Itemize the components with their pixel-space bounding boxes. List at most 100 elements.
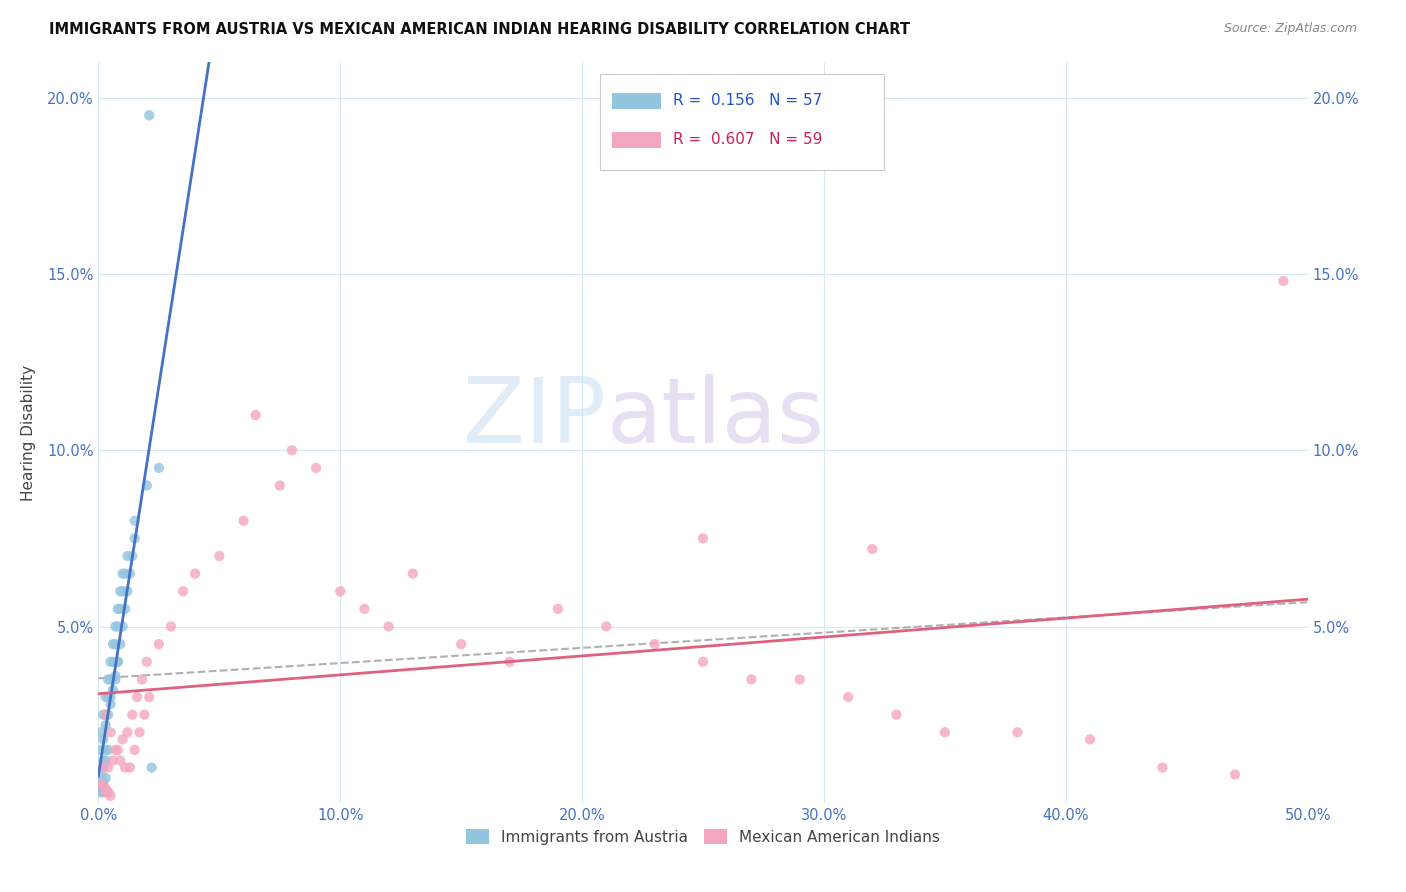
Point bbox=[138, 108, 160, 122]
Point bbox=[121, 549, 143, 563]
Point bbox=[108, 754, 131, 768]
Point bbox=[886, 707, 908, 722]
Point bbox=[1223, 767, 1246, 781]
FancyBboxPatch shape bbox=[600, 73, 884, 169]
Point bbox=[1078, 732, 1101, 747]
Point bbox=[1007, 725, 1029, 739]
Point bbox=[128, 725, 150, 739]
Point bbox=[97, 785, 120, 799]
Point bbox=[91, 732, 114, 747]
Point bbox=[118, 566, 141, 581]
Point bbox=[108, 584, 131, 599]
Point bbox=[281, 443, 304, 458]
Text: ZIP: ZIP bbox=[464, 374, 606, 462]
Point bbox=[117, 584, 139, 599]
Point bbox=[94, 690, 117, 704]
Point bbox=[94, 781, 117, 796]
Point bbox=[117, 725, 139, 739]
Point bbox=[91, 778, 114, 792]
Point bbox=[353, 602, 375, 616]
Point bbox=[97, 785, 120, 799]
Point bbox=[135, 478, 157, 492]
Point bbox=[107, 743, 129, 757]
Point bbox=[94, 771, 117, 785]
Point bbox=[124, 514, 146, 528]
Point bbox=[100, 697, 122, 711]
Point bbox=[117, 549, 139, 563]
Point bbox=[97, 707, 120, 722]
Point bbox=[104, 637, 127, 651]
Point bbox=[107, 655, 129, 669]
Point bbox=[148, 637, 170, 651]
Point bbox=[94, 754, 117, 768]
Point bbox=[184, 566, 207, 581]
Point bbox=[90, 785, 112, 799]
Point bbox=[94, 785, 117, 799]
Point bbox=[90, 778, 112, 792]
Point bbox=[100, 690, 122, 704]
FancyBboxPatch shape bbox=[613, 93, 661, 109]
Point bbox=[91, 707, 114, 722]
Text: Source: ZipAtlas.com: Source: ZipAtlas.com bbox=[1223, 22, 1357, 36]
Point bbox=[91, 781, 114, 796]
Point bbox=[1152, 760, 1174, 774]
Point bbox=[692, 532, 714, 546]
Point bbox=[172, 584, 194, 599]
Point bbox=[450, 637, 472, 651]
Text: atlas: atlas bbox=[606, 374, 824, 462]
Point bbox=[837, 690, 859, 704]
Point bbox=[101, 655, 124, 669]
Point bbox=[100, 655, 122, 669]
Point bbox=[124, 743, 146, 757]
Point bbox=[114, 602, 136, 616]
Point bbox=[160, 619, 183, 633]
Point bbox=[305, 461, 328, 475]
Legend: Immigrants from Austria, Mexican American Indians: Immigrants from Austria, Mexican America… bbox=[460, 822, 946, 851]
Point bbox=[245, 408, 267, 422]
Point bbox=[94, 743, 117, 757]
Point bbox=[94, 785, 117, 799]
Point bbox=[104, 673, 127, 687]
Point bbox=[101, 637, 124, 651]
Point bbox=[104, 743, 127, 757]
Point bbox=[141, 760, 163, 774]
Point bbox=[90, 781, 112, 796]
Point bbox=[104, 619, 127, 633]
Point bbox=[94, 707, 117, 722]
Point bbox=[127, 690, 149, 704]
Point bbox=[91, 760, 114, 774]
Point bbox=[107, 619, 129, 633]
Point bbox=[91, 754, 114, 768]
Point bbox=[1272, 274, 1295, 288]
Point bbox=[97, 743, 120, 757]
Point bbox=[90, 767, 112, 781]
Point bbox=[232, 514, 254, 528]
Point bbox=[208, 549, 231, 563]
Point bbox=[934, 725, 956, 739]
Point bbox=[104, 669, 127, 683]
Point bbox=[90, 778, 112, 792]
Point bbox=[134, 707, 156, 722]
Point bbox=[131, 673, 153, 687]
Text: IMMIGRANTS FROM AUSTRIA VS MEXICAN AMERICAN INDIAN HEARING DISABILITY CORRELATIO: IMMIGRANTS FROM AUSTRIA VS MEXICAN AMERI… bbox=[49, 22, 910, 37]
Point bbox=[114, 760, 136, 774]
Point bbox=[498, 655, 520, 669]
Point bbox=[91, 785, 114, 799]
Point bbox=[97, 760, 120, 774]
Point bbox=[329, 584, 352, 599]
Point bbox=[111, 732, 134, 747]
Point bbox=[121, 707, 143, 722]
Point bbox=[91, 760, 114, 774]
Point bbox=[107, 602, 129, 616]
Text: R =  0.156   N = 57: R = 0.156 N = 57 bbox=[672, 93, 823, 108]
Point bbox=[97, 690, 120, 704]
Point bbox=[269, 478, 291, 492]
Text: R =  0.607   N = 59: R = 0.607 N = 59 bbox=[672, 132, 823, 147]
Point bbox=[692, 655, 714, 669]
Point bbox=[138, 690, 160, 704]
Point bbox=[94, 707, 117, 722]
Point bbox=[148, 461, 170, 475]
Point bbox=[100, 789, 122, 803]
Point bbox=[111, 584, 134, 599]
Point bbox=[114, 566, 136, 581]
